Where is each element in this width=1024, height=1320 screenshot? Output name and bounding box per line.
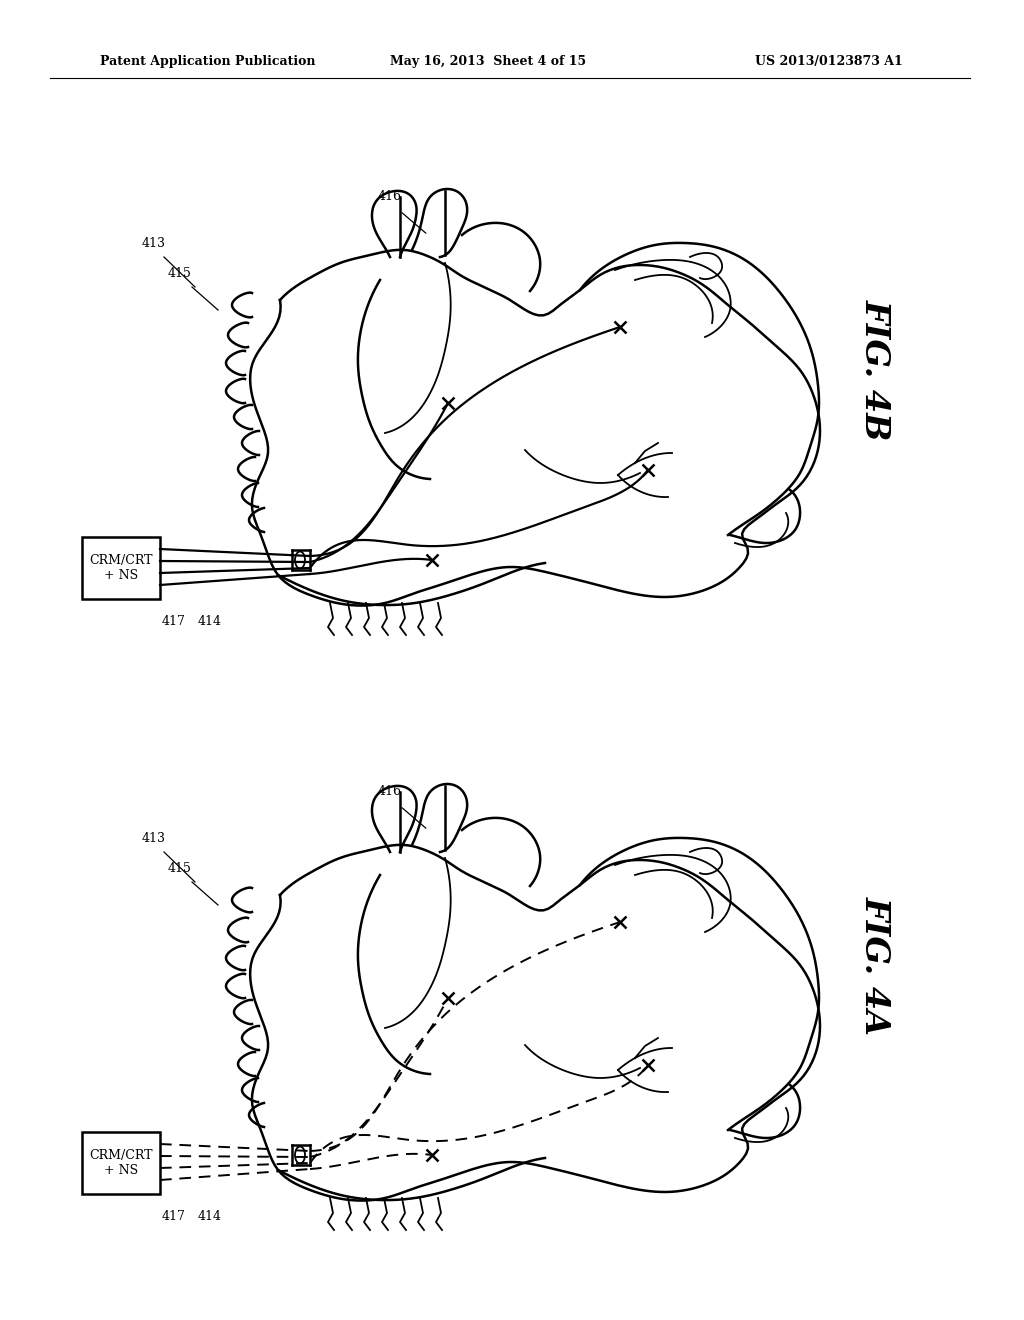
- Text: 415: 415: [168, 267, 191, 280]
- Text: 414: 414: [198, 615, 222, 628]
- Text: 417: 417: [162, 615, 186, 628]
- Text: CRM/CRT
+ NS: CRM/CRT + NS: [89, 554, 153, 582]
- Text: FIG. 4B: FIG. 4B: [858, 300, 892, 441]
- Text: 416: 416: [378, 785, 402, 799]
- Text: Patent Application Publication: Patent Application Publication: [100, 55, 315, 69]
- Text: CRM/CRT
+ NS: CRM/CRT + NS: [89, 1148, 153, 1177]
- Text: 415: 415: [168, 862, 191, 875]
- Text: US 2013/0123873 A1: US 2013/0123873 A1: [755, 55, 903, 69]
- FancyBboxPatch shape: [82, 537, 160, 599]
- FancyBboxPatch shape: [82, 1133, 160, 1195]
- Text: 416: 416: [378, 190, 402, 203]
- Text: 417: 417: [162, 1210, 186, 1224]
- Text: 413: 413: [142, 832, 166, 845]
- Text: 413: 413: [142, 238, 166, 249]
- Text: FIG. 4A: FIG. 4A: [858, 895, 892, 1035]
- Text: May 16, 2013  Sheet 4 of 15: May 16, 2013 Sheet 4 of 15: [390, 55, 586, 69]
- Text: 414: 414: [198, 1210, 222, 1224]
